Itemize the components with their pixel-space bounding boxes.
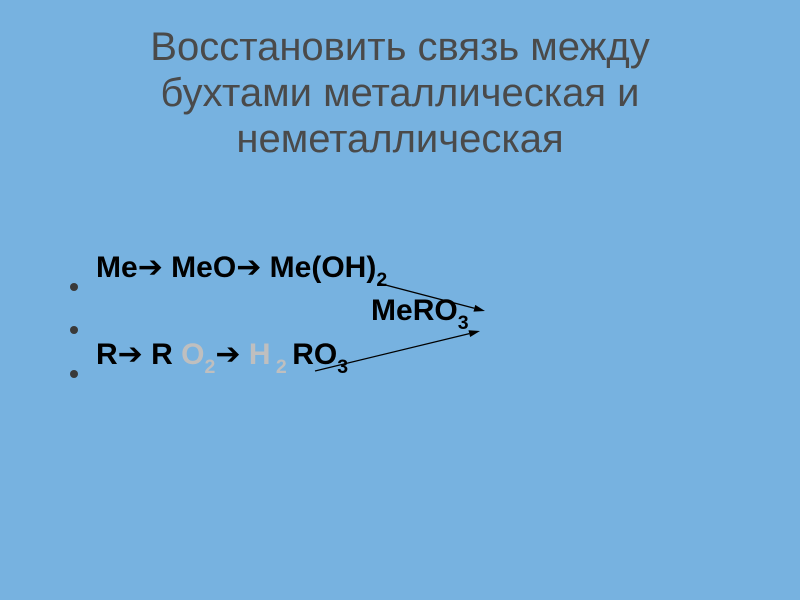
arrow-icon: ➔: [138, 251, 163, 284]
text-run: R: [143, 338, 181, 371]
arrow-icon: ➔: [215, 338, 240, 371]
subscript-text: 2: [271, 356, 293, 378]
line-text: R➔ R О2➔ Н 2 RО3: [96, 337, 348, 377]
subscript-text: 2: [205, 356, 216, 378]
slide: Восстановить связь междубухтами металлич…: [0, 0, 800, 600]
bullet-icon: [70, 370, 78, 378]
bullet-line: R➔ R О2➔ Н 2 RО3: [70, 337, 760, 377]
text-run: О: [181, 338, 204, 371]
bullet-line: Ме➔ МеО➔ Ме(ОН)2: [70, 250, 760, 290]
text-run: R: [96, 338, 118, 371]
bullet-icon: [70, 283, 78, 291]
bullet-icon: [70, 326, 78, 334]
bullet-line: МеRО3: [70, 294, 760, 333]
title-line: бухтами металлическая и: [40, 70, 760, 116]
title-line: Восстановить связь между: [40, 24, 760, 70]
text-run: МеО: [163, 251, 236, 284]
line-text: МеRО3: [96, 294, 469, 333]
title-line: неметаллическая: [40, 116, 760, 162]
arrow-icon: ➔: [236, 251, 261, 284]
text-run: Н: [241, 338, 271, 371]
text-run: МеRО: [96, 294, 458, 327]
subscript-text: 3: [458, 312, 469, 334]
subscript-text: 3: [337, 356, 348, 378]
slide-title: Восстановить связь междубухтами металлич…: [40, 24, 760, 162]
text-run: Ме(ОН): [261, 251, 376, 284]
text-run: RО: [292, 338, 337, 371]
arrow-icon: ➔: [118, 338, 143, 371]
line-text: Ме➔ МеО➔ Ме(ОН)2: [96, 250, 387, 290]
text-run: Ме: [96, 251, 138, 284]
subscript-text: 2: [376, 269, 387, 291]
slide-body: Ме➔ МеО➔ Ме(ОН)2 МеRО3R➔ R О2➔ Н 2 RО3: [70, 250, 760, 381]
